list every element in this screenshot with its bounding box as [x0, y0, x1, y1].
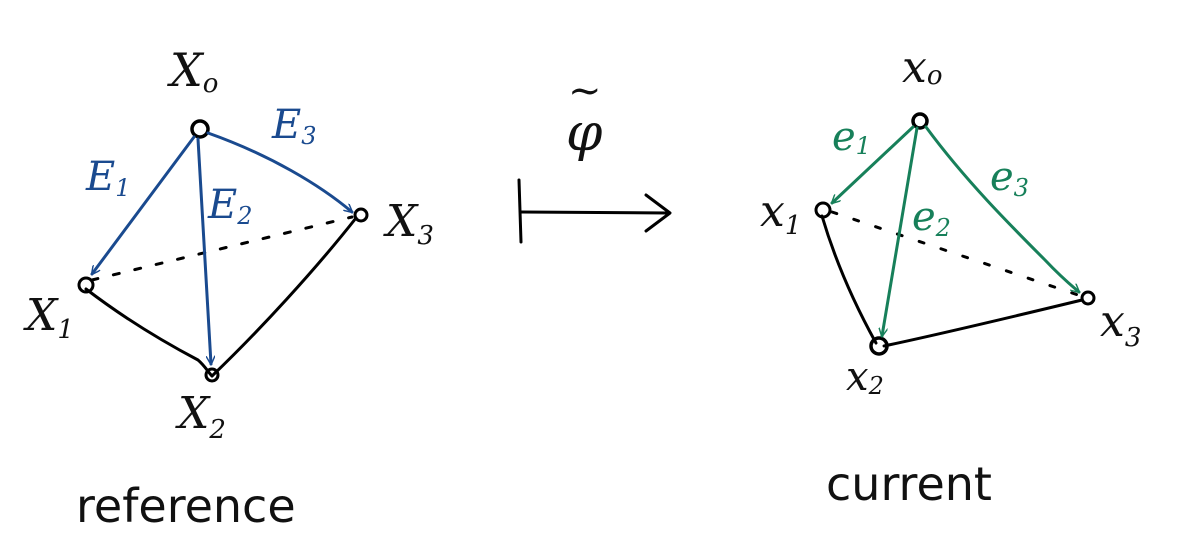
reference-caption: reference: [76, 479, 296, 533]
map-arrow-head: [644, 193, 672, 233]
current-caption: current: [826, 457, 992, 511]
ref-edge-x1-x3-hidden: [90, 215, 354, 282]
current-tetrahedron: xo x1 x2 x3 e1 e2 e3 current: [760, 42, 1141, 511]
ref-vertex-x1-node: [77, 276, 95, 294]
cur-edge-x2-x3: [882, 298, 1084, 348]
ref-vector-e1: [90, 135, 196, 274]
reference-tetrahedron: Xo X1 X2 X3 E1 E2 E3 reference: [23, 43, 434, 533]
cur-vertex-x3-node: [1080, 290, 1096, 306]
cur-vector-e2: [882, 126, 919, 336]
map-symbol-phi: φ: [566, 103, 603, 163]
map-symbol-tilde: ~: [568, 68, 602, 114]
deformation-map: φ ~: [517, 68, 672, 244]
ref-label-x1: X1: [23, 290, 74, 345]
cur-edge-x1-x3-hidden: [830, 210, 1080, 297]
ref-vertex-x0-node: [190, 119, 210, 139]
cur-vertex-x2-node: [869, 336, 889, 356]
ref-vertex-x2-node: [204, 367, 220, 383]
ref-edge-x1-x2: [84, 287, 214, 378]
cur-vector-e3: [924, 125, 1079, 292]
cur-label-e1: e1: [832, 114, 871, 160]
cur-label-x1: x1: [760, 186, 801, 241]
ref-label-e3: E3: [271, 102, 316, 150]
ref-label-x3: X3: [383, 196, 434, 251]
cur-label-x3: x3: [1100, 296, 1141, 353]
cur-label-e2: e2: [912, 194, 951, 242]
cur-vector-e1: [832, 125, 915, 203]
cur-label-x0: xo: [902, 42, 942, 93]
ref-label-x2: X2: [175, 388, 226, 445]
cur-edge-x1-x2: [820, 214, 878, 345]
ref-vector-e3: [206, 131, 352, 212]
ref-vertex-x3-node: [353, 207, 369, 223]
cur-label-x2: x2: [846, 354, 884, 400]
ref-label-e1: E1: [85, 154, 130, 202]
ref-vector-e2: [196, 137, 211, 366]
cur-label-e3: e3: [990, 154, 1029, 202]
cur-vertex-x0-node: [911, 112, 929, 130]
map-arrow-shaft: [519, 210, 670, 215]
ref-label-e2: E2: [207, 182, 252, 230]
cur-vertex-x1-node: [814, 201, 832, 219]
ref-edge-x2-x3: [210, 216, 358, 378]
ref-label-x0: Xo: [167, 43, 218, 99]
